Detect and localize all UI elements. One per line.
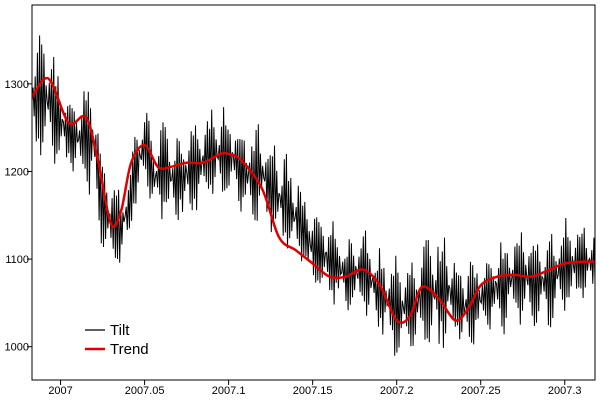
legend-label-tilt: Tilt bbox=[110, 322, 130, 339]
x-tick-label: 2007.3 bbox=[548, 385, 582, 397]
y-tick-label: 1200 bbox=[5, 166, 29, 178]
series-line-tilt bbox=[32, 35, 595, 356]
x-axis: 2007 2007.05 2007.1 2007.15 2007.2 2007.25 200… bbox=[48, 380, 582, 397]
x-tick-label: 2007.2 bbox=[380, 385, 414, 397]
plot-frame bbox=[31, 4, 596, 381]
x-tick-label: 2007.05 bbox=[125, 385, 165, 397]
x-tick-label: 2007 bbox=[48, 385, 72, 397]
series-layer bbox=[32, 35, 595, 356]
x-tick-label: 2007.15 bbox=[293, 385, 333, 397]
x-tick-label: 2007.25 bbox=[461, 385, 501, 397]
y-axis: 1000 1100 1200 1300 bbox=[5, 79, 32, 354]
series-line-trend bbox=[32, 76, 595, 324]
y-tick-label: 1100 bbox=[5, 254, 29, 266]
x-tick-label: 2007.1 bbox=[212, 385, 246, 397]
legend-label-trend: Trend bbox=[110, 341, 149, 358]
legend: Tilt Trend bbox=[85, 322, 149, 358]
y-tick-label: 1300 bbox=[5, 79, 29, 91]
y-tick-label: 1000 bbox=[5, 342, 29, 354]
